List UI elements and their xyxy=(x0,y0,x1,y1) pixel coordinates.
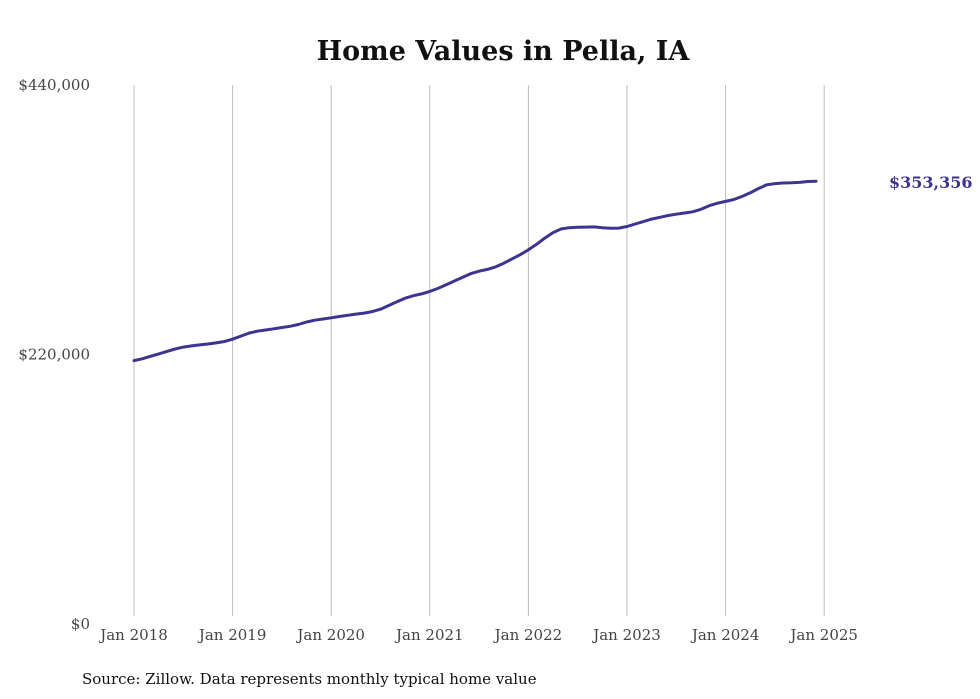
y-axis-ticks: $0 $220,000 $440,000 xyxy=(18,76,90,633)
series-layer xyxy=(132,179,818,363)
x-tick-label: Jan 2019 xyxy=(197,626,267,644)
chart-title: Home Values in Pella, IA xyxy=(317,36,691,67)
series-line xyxy=(132,179,818,363)
x-tick-label: Jan 2022 xyxy=(493,626,563,644)
y-tick-label: $440,000 xyxy=(18,76,90,94)
x-tick-label: Jan 2024 xyxy=(690,626,760,644)
x-tick-label: Jan 2025 xyxy=(788,626,858,644)
x-tick-label: Jan 2020 xyxy=(295,626,365,644)
vertical-gridlines xyxy=(133,85,825,616)
y-tick-label: $220,000 xyxy=(18,346,90,364)
x-tick-label: Jan 2023 xyxy=(591,626,661,644)
x-tick-label: Jan 2018 xyxy=(98,626,168,644)
x-axis-ticks: Jan 2018 Jan 2019 Jan 2020 Jan 2021 Jan 2022… xyxy=(98,626,858,644)
y-tick-label: $0 xyxy=(71,615,90,633)
x-tick-label: Jan 2021 xyxy=(394,626,464,644)
end-value-label: $353,356 xyxy=(889,173,973,192)
source-note: Source: Zillow. Data represents monthly … xyxy=(82,670,537,688)
